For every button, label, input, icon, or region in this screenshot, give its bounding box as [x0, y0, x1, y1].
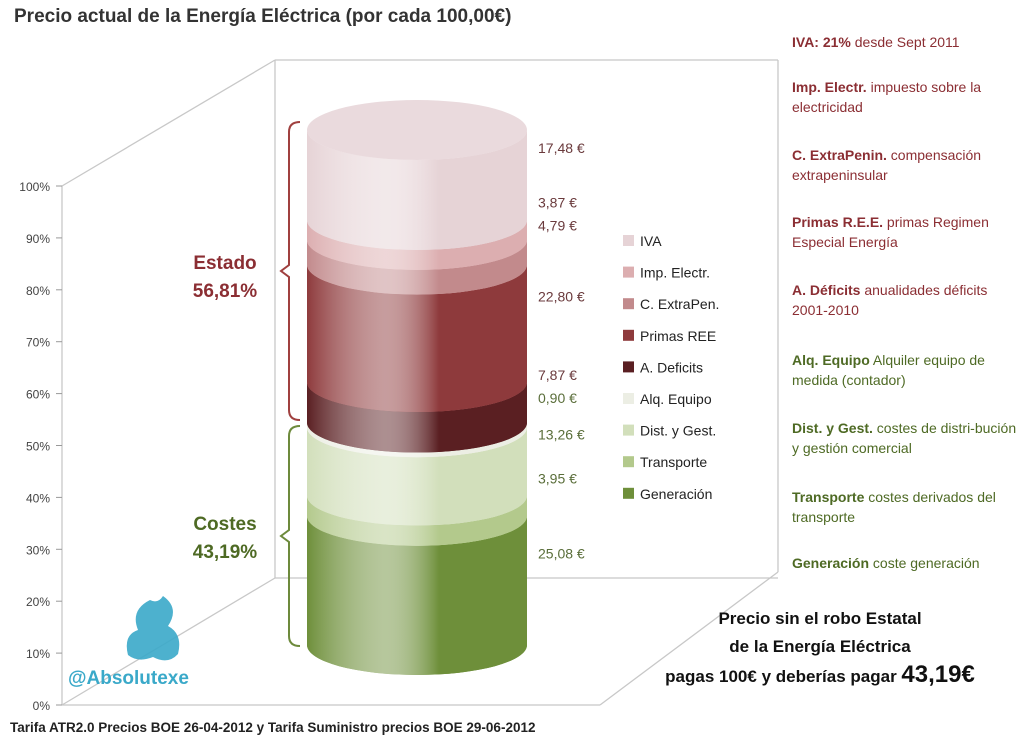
legend-label: Imp. Electr.: [640, 265, 710, 281]
legend-swatch: [623, 393, 634, 404]
y-tick-label: 60%: [26, 388, 50, 402]
cylinder-segment-shade: [307, 239, 527, 295]
bottom-line1: Precio sin el robo Estatal: [718, 609, 922, 628]
note-desc: coste generación: [869, 555, 980, 571]
legend-label: Primas REE: [640, 328, 716, 344]
note-term: Generación: [792, 555, 870, 571]
note-desc: impuesto sobre la electricidad: [792, 79, 982, 115]
cylinder-segment-shade: [307, 130, 527, 251]
note-item: Generación coste generación: [792, 553, 1020, 573]
note-item: Primas R.E.E. primas Regimen Especial En…: [792, 212, 1020, 252]
note-item: Dist. y Gest. costes de distri-bución y …: [792, 418, 1020, 458]
logo-text: @Absolutexe: [68, 668, 189, 689]
cylinder-segment-shade: [307, 427, 527, 526]
bracket-costes: [279, 425, 301, 647]
bottom-line2: de la Energía Eléctrica: [729, 637, 911, 656]
legend-swatch: [623, 487, 634, 499]
y-tick-label: 30%: [26, 543, 50, 557]
data-label: 3,95 €: [538, 471, 577, 487]
cylinder-segment-shade: [307, 515, 527, 675]
y-tick-label: 10%: [26, 647, 50, 661]
note-desc: anualidades déficits 2001-2010: [792, 282, 988, 318]
data-label: 17,48 €: [538, 140, 585, 156]
footer-source: Tarifa ATR2.0 Precios BOE 26-04-2012 y T…: [10, 720, 536, 735]
note-term: C. ExtraPenin.: [792, 147, 887, 163]
note-item: C. ExtraPenin. compensación extrapeninsu…: [792, 145, 1020, 185]
y-tick-label: 0%: [33, 699, 51, 713]
note-item: IVA: 21% desde Sept 2011: [792, 32, 1020, 52]
legend-swatch: [623, 266, 634, 278]
bottom-line3: pagas 100€ y deberías pagar: [665, 667, 902, 686]
cylinder-segment-shade: [307, 382, 527, 453]
cylinder-segment-shade: [307, 264, 527, 413]
note-term: Dist. y Gest.: [792, 420, 873, 436]
note-desc: costes derivados del transporte: [792, 489, 996, 525]
legend-label: C. ExtraPen.: [640, 296, 719, 312]
legend-label: Alq. Equipo: [640, 391, 712, 407]
data-label: 7,87 €: [538, 367, 577, 383]
y-tick-label: 90%: [26, 232, 50, 246]
data-label: 4,79 €: [538, 217, 577, 233]
group-estado-name: Estado: [193, 253, 257, 274]
group-costes-total: 43,19%: [192, 542, 258, 563]
legend-swatch: [623, 235, 634, 246]
note-term: Alq. Equipo: [792, 352, 870, 368]
note-desc: costes de distri-bución y gestión comerc…: [792, 420, 1017, 456]
group-costes-name: Costes: [193, 514, 257, 535]
axis-frame-line: [599, 571, 779, 706]
y-tick-label: 20%: [26, 595, 50, 609]
note-item: Transporte costes derivados del transpor…: [792, 487, 1020, 527]
group-estado-total: 56,81%: [192, 281, 258, 302]
griffin-logo-icon: [126, 596, 180, 661]
note-desc: desde Sept 2011: [850, 34, 960, 50]
data-label: 13,26 €: [538, 426, 585, 442]
note-term: Transporte: [792, 489, 865, 505]
note-item: A. Déficits anualidades déficits 2001-20…: [792, 280, 1020, 320]
note-desc: Alquiler equipo de medida (contador): [792, 352, 985, 388]
bottom-message: Precio sin el robo Estatal de la Energía…: [620, 605, 1020, 691]
y-tick-label: 80%: [26, 284, 50, 298]
note-item: Alq. Equipo Alquiler equipo de medida (c…: [792, 350, 1020, 390]
group-costes-label: Costes 43,19%: [170, 511, 280, 567]
bracket-estado: [279, 121, 301, 421]
y-tick-label: 100%: [19, 180, 50, 194]
legend-swatch: [623, 424, 634, 436]
axis-frame-line: [61, 59, 276, 187]
data-label: 0,90 €: [538, 390, 577, 406]
group-estado-label: Estado 56,81%: [170, 250, 280, 306]
cylinder-top-cap: [307, 100, 527, 160]
chart-title: Precio actual de la Energía Eléctrica (p…: [14, 6, 512, 27]
cylinder-segment-shade: [307, 220, 527, 270]
legend-swatch: [623, 361, 634, 373]
y-tick-label: 40%: [26, 491, 50, 505]
legend-label: IVA: [640, 233, 662, 249]
note-term: Primas R.E.E.: [792, 214, 884, 230]
bottom-amount: 43,19€: [901, 661, 975, 688]
data-label: 3,87 €: [538, 194, 577, 210]
y-tick-label: 70%: [26, 336, 50, 350]
data-label: 25,08 €: [538, 545, 585, 561]
legend-swatch: [623, 298, 634, 310]
note-item: Imp. Electr. impuesto sobre la electrici…: [792, 77, 1020, 117]
note-term: IVA: 21%: [792, 34, 851, 50]
note-desc: compensación extrapeninsular: [792, 147, 982, 183]
legend-label: Transporte: [640, 454, 707, 470]
legend-swatch: [623, 329, 634, 341]
y-tick-label: 50%: [26, 440, 50, 454]
legend-label: A. Deficits: [640, 359, 703, 375]
note-term: Imp. Electr.: [792, 79, 867, 95]
data-label: 22,80 €: [538, 288, 585, 304]
note-desc: primas Regimen Especial Energía: [792, 214, 989, 250]
legend-swatch: [623, 456, 634, 468]
cylinder-segment-shade: [307, 495, 527, 546]
note-term: A. Déficits: [792, 282, 861, 298]
legend-label: Dist. y Gest.: [640, 423, 716, 439]
legend-label: Generación: [640, 486, 712, 502]
